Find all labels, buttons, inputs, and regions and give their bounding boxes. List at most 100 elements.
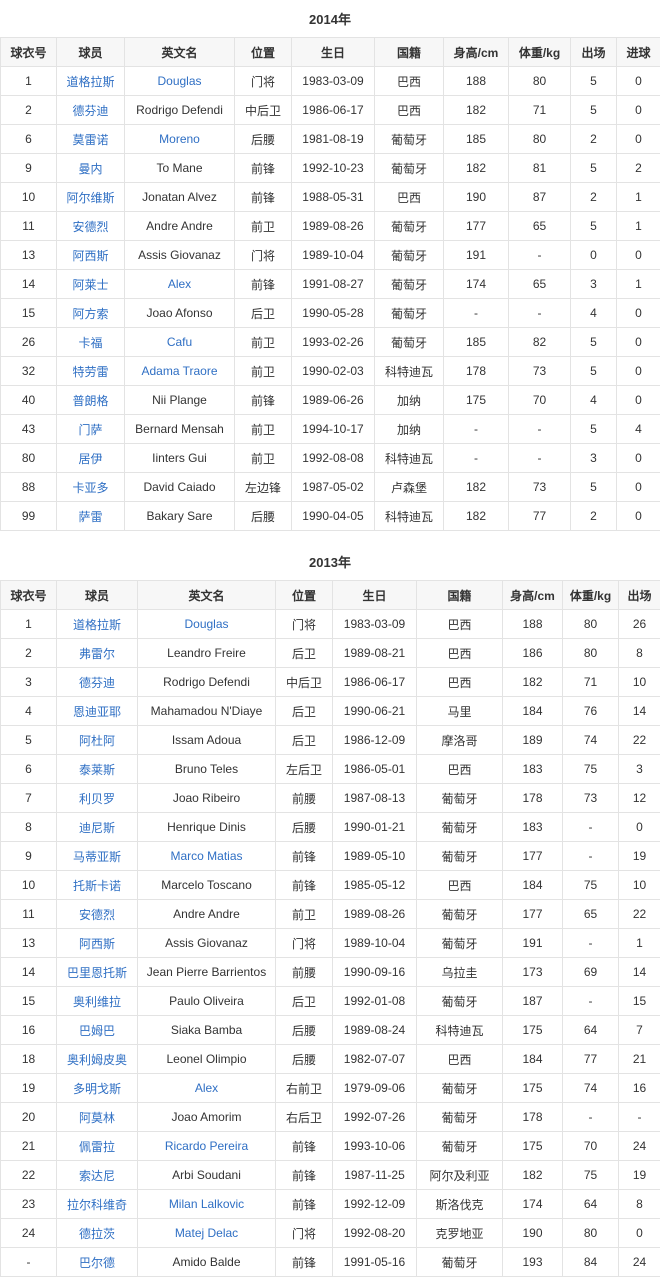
position-cell: 前卫 — [235, 212, 292, 241]
player-name-cell: 迪尼斯 — [57, 813, 138, 842]
player-name-link[interactable]: 阿莫林 — [79, 1111, 115, 1125]
player-name-link[interactable]: 莫雷诺 — [72, 133, 108, 147]
weight-cell: 84 — [563, 1248, 619, 1277]
player-name-link[interactable]: 德芬迪 — [79, 676, 115, 690]
player-name-link[interactable]: 利贝罗 — [79, 792, 115, 806]
jersey-number-cell: 10 — [1, 871, 57, 900]
player-name-link[interactable]: 佩雷拉 — [79, 1140, 115, 1154]
nationality-cell: 巴西 — [417, 1045, 503, 1074]
weight-cell: 64 — [563, 1190, 619, 1219]
player-name-link[interactable]: 索达尼 — [79, 1169, 115, 1183]
english-name-link[interactable]: Alex — [168, 277, 191, 291]
player-name-link[interactable]: 卡亚多 — [72, 481, 108, 495]
nationality-cell: 葡萄牙 — [375, 212, 444, 241]
weight-cell: 75 — [563, 755, 619, 784]
column-header-weight: 体重/kg — [563, 581, 619, 610]
jersey-number-cell: 99 — [1, 502, 57, 531]
player-name-link[interactable]: 特劳雷 — [72, 365, 108, 379]
birthday-cell: 1989-06-26 — [292, 386, 375, 415]
player-name-link[interactable]: 安德烈 — [72, 220, 108, 234]
english-name-link[interactable]: Cafu — [167, 335, 192, 349]
player-name-link[interactable]: 德芬迪 — [72, 104, 108, 118]
player-name-link[interactable]: 阿莱士 — [72, 278, 108, 292]
player-name-link[interactable]: 拉尔科维奇 — [67, 1198, 127, 1212]
goals-cell: 0 — [617, 473, 660, 502]
player-name-link[interactable]: 阿方索 — [72, 307, 108, 321]
player-name-link[interactable]: 门萨 — [78, 423, 102, 437]
height-cell: 175 — [503, 1016, 563, 1045]
column-header-nationality: 国籍 — [375, 38, 444, 67]
jersey-number-cell: 11 — [1, 212, 57, 241]
english-name-link[interactable]: Adama Traore — [141, 364, 217, 378]
appearances-cell: 24 — [619, 1132, 660, 1161]
english-name-cell: Issam Adoua — [138, 726, 276, 755]
english-name-link[interactable]: Moreno — [159, 132, 200, 146]
jersey-number-cell: 2 — [1, 96, 57, 125]
goals-cell: 0 — [617, 357, 660, 386]
player-name-link[interactable]: 阿西斯 — [72, 249, 108, 263]
nationality-cell: 葡萄牙 — [375, 125, 444, 154]
height-cell: 182 — [503, 668, 563, 697]
birthday-cell: 1987-05-02 — [292, 473, 375, 502]
height-cell: 189 — [503, 726, 563, 755]
player-name-link[interactable]: 普朗格 — [72, 394, 108, 408]
birthday-cell: 1990-05-28 — [292, 299, 375, 328]
english-name-cell: Douglas — [138, 610, 276, 639]
jersey-number-cell: 6 — [1, 125, 57, 154]
player-name-link[interactable]: 阿杜阿 — [79, 734, 115, 748]
player-name-link[interactable]: 巴尔德 — [79, 1256, 115, 1270]
player-name-link[interactable]: 奥利维拉 — [73, 995, 121, 1009]
english-name-link[interactable]: Douglas — [157, 74, 201, 88]
column-header-position: 位置 — [276, 581, 333, 610]
english-name-link[interactable]: Douglas — [184, 617, 228, 631]
english-name-link[interactable]: Marco Matias — [170, 849, 242, 863]
english-name-cell: Andre Andre — [125, 212, 235, 241]
nationality-cell: 葡萄牙 — [417, 1074, 503, 1103]
position-cell: 右后卫 — [276, 1103, 333, 1132]
player-name-link[interactable]: 托斯卡诺 — [73, 879, 121, 893]
player-name-link[interactable]: 泰莱斯 — [79, 763, 115, 777]
player-name-cell: 居伊 — [57, 444, 125, 473]
player-name-link[interactable]: 道格拉斯 — [73, 618, 121, 632]
player-name-link[interactable]: 居伊 — [78, 452, 102, 466]
player-name-link[interactable]: 道格拉斯 — [66, 75, 114, 89]
player-name-link[interactable]: 多明戈斯 — [73, 1082, 121, 1096]
birthday-cell: 1992-08-20 — [333, 1219, 417, 1248]
birthday-cell: 1991-05-16 — [333, 1248, 417, 1277]
english-name-link[interactable]: Ricardo Pereira — [165, 1139, 248, 1153]
player-name-link[interactable]: 迪尼斯 — [79, 821, 115, 835]
goals-cell: 0 — [617, 125, 660, 154]
player-name-link[interactable]: 德拉茨 — [79, 1227, 115, 1241]
player-name-link[interactable]: 巴姆巴 — [79, 1024, 115, 1038]
birthday-cell: 1989-08-21 — [333, 639, 417, 668]
player-name-cell: 阿莫林 — [57, 1103, 138, 1132]
player-name-link[interactable]: 卡福 — [78, 336, 102, 350]
position-cell: 门将 — [235, 241, 292, 270]
nationality-cell: 葡萄牙 — [375, 299, 444, 328]
player-name-link[interactable]: 萨雷 — [78, 510, 102, 524]
player-name-link[interactable]: 阿尔维斯 — [66, 191, 114, 205]
english-name-link[interactable]: Milan Lalkovic — [169, 1197, 244, 1211]
column-header-goals: 进球 — [617, 38, 660, 67]
english-name-cell: Joao Ribeiro — [138, 784, 276, 813]
player-name-link[interactable]: 弗雷尔 — [79, 647, 115, 661]
player-name-link[interactable]: 安德烈 — [79, 908, 115, 922]
player-name-link[interactable]: 阿西斯 — [79, 937, 115, 951]
player-name-link[interactable]: 巴里恩托斯 — [67, 966, 127, 980]
appearances-cell: 3 — [571, 270, 617, 299]
english-name-link[interactable]: Alex — [195, 1081, 218, 1095]
english-name-link[interactable]: Matej Delac — [175, 1226, 238, 1240]
player-name-cell: 奥利姆皮奥 — [57, 1045, 138, 1074]
player-name-link[interactable]: 马蒂亚斯 — [73, 850, 121, 864]
player-name-link[interactable]: 曼内 — [78, 162, 102, 176]
player-name-link[interactable]: 恩迪亚耶 — [73, 705, 121, 719]
english-name-cell: Assis Giovanaz — [138, 929, 276, 958]
player-name-link[interactable]: 奥利姆皮奥 — [67, 1053, 127, 1067]
nationality-cell: 葡萄牙 — [417, 900, 503, 929]
position-cell: 前锋 — [276, 1132, 333, 1161]
birthday-cell: 1990-09-16 — [333, 958, 417, 987]
position-cell: 门将 — [276, 929, 333, 958]
